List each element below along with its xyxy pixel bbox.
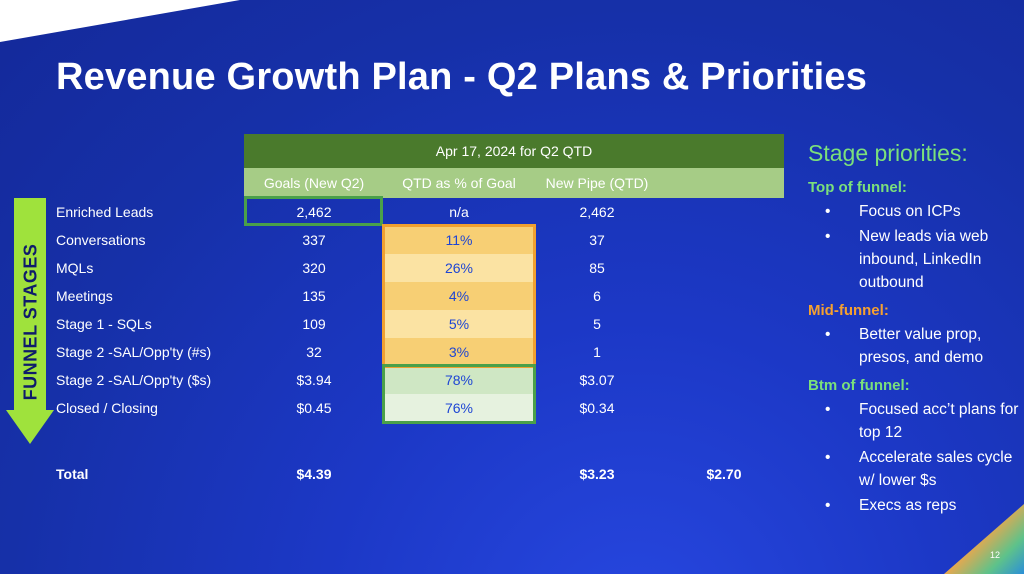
pct-cell-shade (384, 282, 534, 310)
pct-cell-shade (384, 366, 534, 394)
pct-cell-shade (384, 338, 534, 366)
top-of-funnel-list: Focus on ICPs New leads via web inbound,… (808, 200, 1022, 294)
page-number: 12 (989, 550, 1000, 560)
pct-cell: 4% (448, 288, 470, 304)
section-mid-funnel: Mid-funnel: (808, 302, 889, 319)
corner-decoration (0, 0, 240, 42)
pct-cell: 3% (448, 344, 470, 360)
list-item: Better value prop, presos, and demo (808, 323, 1022, 369)
list-item: Focused acc’t plans for top 12 (808, 398, 1022, 444)
goal-cell: 32 (306, 344, 322, 360)
section-btm-of-funnel: Btm of funnel: (808, 377, 910, 394)
pct-cell: n/a (449, 204, 469, 220)
table-date-header: Apr 17, 2024 for Q2 QTD (244, 134, 784, 168)
total-pipe: $3.23 (579, 466, 615, 482)
btm-of-funnel-list: Focused acc’t plans for top 12 Accelerat… (808, 398, 1022, 517)
pipe-cell: 2,462 (579, 204, 615, 220)
column-header-new-pipe: New Pipe (QTD) (545, 175, 649, 191)
stage-priorities-heading: Stage priorities: (808, 140, 968, 166)
pipe-cell: $3.07 (579, 372, 615, 388)
row-label: Conversations (56, 232, 146, 248)
pipe-cell: 6 (593, 288, 601, 304)
list-item: Execs as reps (808, 494, 1022, 517)
row-label: Stage 1 - SQLs (56, 316, 152, 332)
column-header-qtd-pct: QTD as % of Goal (402, 175, 516, 191)
goal-cell: 135 (302, 288, 326, 304)
pct-cell: 5% (448, 316, 470, 332)
pct-cell: 76% (444, 400, 474, 416)
goal-cell: 337 (302, 232, 326, 248)
pct-cell-shade (384, 310, 534, 338)
slide-title: Revenue Growth Plan - Q2 Plans & Priorit… (56, 56, 868, 98)
total-extra: $2.70 (706, 466, 742, 482)
pct-cell: 26% (444, 260, 474, 276)
pct-cell-shade (384, 254, 534, 282)
stage-priorities-panel: Stage priorities: Top of funnel: Focus o… (808, 140, 1022, 525)
pct-cell: 78% (444, 372, 474, 388)
list-item: Accelerate sales cycle w/ lower $s (808, 446, 1022, 492)
column-header-goals: Goals (New Q2) (263, 175, 365, 191)
table-column-header-bar: Goals (New Q2) QTD as % of Goal New Pipe… (244, 168, 784, 198)
funnel-stages-label: FUNNEL STAGES (20, 243, 41, 401)
pct-cell-shade (384, 226, 534, 254)
row-label: Meetings (56, 288, 113, 304)
row-label: Stage 2 -SAL/Opp'ty ($s) (56, 372, 212, 388)
goal-cell: $0.45 (296, 400, 332, 416)
list-item: New leads via web inbound, LinkedIn outb… (808, 225, 1022, 294)
pipe-cell: 85 (589, 260, 605, 276)
enriched-leads-highlight-box (244, 196, 383, 226)
pipe-cell: 37 (589, 232, 605, 248)
pipe-cell: 5 (593, 316, 601, 332)
total-goal: $4.39 (296, 466, 332, 482)
row-label: Closed / Closing (56, 400, 158, 416)
pct-cell-shade (384, 394, 534, 422)
mid-funnel-highlight-box (382, 224, 536, 368)
row-label: Stage 2 -SAL/Opp'ty (#s) (56, 344, 212, 360)
mid-funnel-list: Better value prop, presos, and demo (808, 323, 1022, 369)
pipe-cell: 1 (593, 344, 601, 360)
section-top-of-funnel: Top of funnel: (808, 179, 907, 196)
list-item: Focus on ICPs (808, 200, 1022, 223)
pipe-cell: $0.34 (579, 400, 615, 416)
goal-cell: 109 (302, 316, 326, 332)
goal-cell: $3.94 (296, 372, 332, 388)
row-label: MQLs (56, 260, 94, 276)
total-label: Total (56, 466, 89, 482)
bottom-funnel-highlight-box (382, 364, 536, 424)
pct-cell: 11% (445, 232, 473, 248)
funnel-arrow-icon (6, 198, 54, 444)
goal-cell: 2,462 (296, 204, 332, 220)
row-label: Enriched Leads (56, 204, 154, 220)
goal-cell: 320 (302, 260, 326, 276)
